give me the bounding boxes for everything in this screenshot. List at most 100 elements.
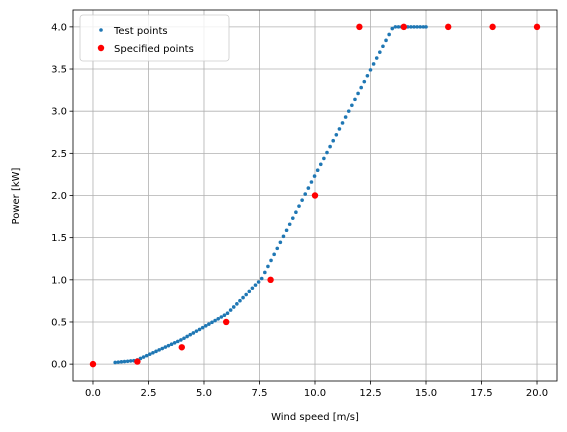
test-point — [381, 44, 385, 49]
test-point — [244, 292, 248, 297]
test-point — [281, 234, 286, 239]
specified-point — [89, 360, 97, 368]
test-point — [157, 348, 161, 352]
test-point — [163, 345, 168, 349]
test-point — [188, 332, 193, 337]
test-point — [315, 168, 320, 173]
test-point — [238, 298, 242, 303]
test-point — [175, 339, 180, 344]
test-point — [300, 198, 304, 202]
test-point — [166, 343, 171, 348]
test-point — [172, 341, 177, 345]
test-point — [247, 289, 252, 294]
test-point — [306, 186, 311, 190]
test-point — [200, 325, 205, 330]
y-tick-label: 2.0 — [51, 191, 67, 202]
specified-points-series — [89, 23, 541, 368]
y-tick-label: 3.5 — [51, 65, 67, 76]
test-point — [235, 302, 239, 306]
test-point — [275, 246, 280, 251]
test-point — [384, 38, 388, 43]
test-point — [418, 25, 423, 29]
y-tick-label: 4.0 — [51, 22, 67, 33]
specified-point — [489, 23, 496, 31]
legend-marker-test-points — [99, 28, 103, 32]
test-point — [353, 97, 357, 102]
test-point — [290, 216, 295, 220]
y-axis-label: Power [kW] — [11, 167, 22, 224]
test-point — [378, 50, 382, 54]
x-axis-ticks: 0.0 2.5 5.0 7.5 10.0 12.5 15.0 17.5 20.0 — [85, 381, 548, 399]
test-point — [266, 264, 270, 269]
test-point — [128, 359, 133, 363]
test-point — [141, 355, 146, 359]
x-axis-label: Wind speed [m/s] — [271, 412, 359, 423]
test-point — [222, 313, 227, 318]
test-point — [228, 308, 233, 312]
test-point — [125, 359, 130, 364]
test-point — [241, 295, 245, 300]
test-point — [368, 68, 373, 72]
test-point — [256, 280, 261, 284]
test-point — [263, 270, 267, 275]
y-tick-label: 1.5 — [51, 233, 67, 244]
test-point — [225, 311, 230, 316]
test-point — [219, 315, 224, 319]
test-point — [122, 359, 127, 364]
test-point — [154, 349, 158, 354]
test-point — [119, 360, 124, 364]
y-tick-label: 0.5 — [51, 317, 67, 328]
legend-marker-specified-points — [97, 44, 105, 52]
test-point — [197, 327, 202, 332]
test-point — [406, 25, 410, 29]
test-point — [113, 360, 117, 365]
x-tick-label: 17.5 — [470, 388, 492, 399]
test-point — [334, 132, 339, 137]
test-point — [169, 342, 174, 347]
test-point — [356, 91, 360, 96]
test-point — [303, 192, 308, 196]
test-point — [269, 258, 273, 263]
y-axis-ticks: 0.0 0.5 1.0 1.5 2.0 2.5 3.0 3.5 4.0 — [51, 22, 73, 371]
test-point — [203, 324, 208, 328]
legend-frame — [79, 14, 230, 62]
y-tick-label: 2.5 — [51, 149, 67, 160]
test-point — [194, 329, 199, 333]
test-point — [424, 25, 428, 29]
specified-point — [400, 23, 408, 31]
y-tick-label: 3.0 — [51, 107, 67, 118]
test-point — [412, 25, 416, 29]
test-point — [284, 228, 289, 233]
test-point — [309, 180, 314, 184]
test-point — [340, 121, 345, 125]
test-point — [396, 25, 401, 29]
x-tick-label: 7.5 — [252, 388, 268, 399]
test-point — [182, 336, 186, 341]
test-point — [259, 276, 264, 281]
test-point — [216, 316, 220, 321]
test-point — [185, 334, 189, 339]
test-point — [294, 210, 298, 214]
test-point — [390, 26, 395, 31]
x-tick-label: 5.0 — [196, 388, 212, 399]
test-point — [287, 222, 292, 227]
specified-point — [533, 23, 541, 31]
test-point — [213, 318, 217, 323]
test-point — [116, 360, 121, 364]
test-point — [151, 350, 155, 355]
test-point — [144, 353, 149, 358]
test-point — [312, 174, 317, 178]
test-point — [328, 144, 332, 149]
test-point — [371, 62, 376, 66]
test-point — [331, 138, 336, 143]
test-point — [350, 103, 354, 108]
test-point — [322, 156, 326, 161]
test-point — [337, 127, 342, 131]
y-tick-label: 0.0 — [51, 360, 67, 371]
test-point — [343, 115, 348, 119]
specified-point — [267, 276, 274, 284]
legend-label-specified-points: Specified points — [114, 44, 194, 55]
test-point — [207, 322, 211, 326]
test-point — [325, 150, 329, 155]
